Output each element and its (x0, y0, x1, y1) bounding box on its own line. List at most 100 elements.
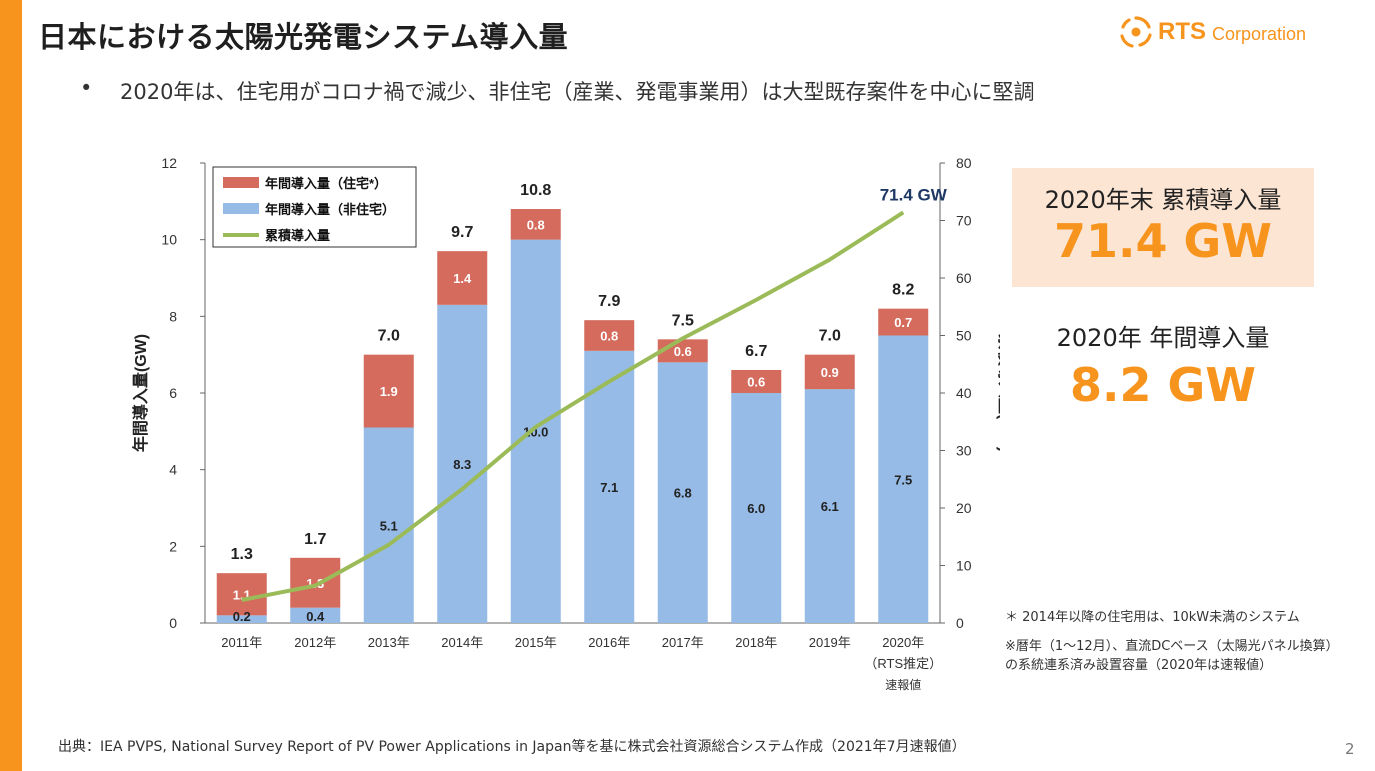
label-non-residential: 6.8 (674, 486, 692, 501)
logo-rts-text: RTS (1158, 18, 1206, 45)
legend-label: 年間導入量（非住宅） (265, 202, 395, 217)
label-total: 1.7 (304, 531, 326, 548)
bar-residential (804, 354, 855, 390)
label-residential: 0.7 (894, 315, 912, 330)
y-tick-label: 0 (169, 615, 177, 631)
y2-tick-label: 0 (956, 615, 964, 631)
x-tick-sublabel: （RTS推定） (864, 656, 942, 671)
page-number: 2 (1345, 740, 1355, 758)
company-logo: RTS Corporation (1118, 14, 1306, 50)
label-total: 7.5 (672, 312, 694, 329)
cumulative-callout-value: 71.4 GW (1053, 214, 1272, 268)
annual-callout-value: 8.2 GW (1070, 358, 1256, 412)
bar-non-residential (584, 350, 635, 623)
bar-non-residential (290, 607, 341, 623)
bar-non-residential (216, 615, 267, 623)
cumulative-line (241, 210, 905, 602)
rts-logo-icon (1120, 16, 1152, 48)
label-residential: 1.4 (453, 271, 472, 286)
y2-tick-label: 40 (956, 385, 972, 401)
label-total: 7.0 (819, 328, 841, 345)
bar-residential (363, 354, 414, 428)
label-residential: 0.6 (674, 344, 692, 359)
label-residential: 0.8 (600, 329, 618, 344)
label-non-residential: 0.4 (306, 609, 325, 624)
x-tick-label: 2012年 (294, 635, 336, 650)
page-title: 日本における太陽光発電システム導入量 (38, 20, 569, 54)
x-tick-label: 2017年 (662, 635, 704, 650)
label-residential: 0.9 (821, 365, 839, 380)
y2-tick-label: 60 (956, 270, 972, 286)
bar-non-residential (657, 362, 708, 623)
bar-residential (216, 573, 267, 616)
y-tick-label: 6 (169, 385, 177, 401)
label-total: 7.9 (598, 293, 620, 310)
label-non-residential: 6.0 (747, 501, 765, 516)
label-residential: 0.8 (527, 217, 545, 232)
label-total: 10.8 (520, 182, 551, 199)
installation-chart: 0 2 4 6 8 10 12 0 10 20 30 40 50 60 70 80 年間導入量(GW) 累積導入量… (131, 155, 1000, 692)
bullet-marker: • (80, 76, 93, 100)
label-non-residential: 5.1 (380, 518, 398, 533)
accent-side-bar (0, 0, 22, 771)
label-residential: 1.9 (380, 384, 398, 399)
label-non-residential: 0.2 (233, 609, 251, 624)
x-tick-label: 2011年 (221, 635, 262, 650)
x-tick-label: 2016年 (588, 635, 630, 650)
label-non-residential: 7.5 (894, 472, 912, 487)
note-residential: ＊ 2014年以降の住宅用は、10kW未満のシステム (1005, 610, 1300, 625)
y-tick-label: 8 (169, 308, 177, 324)
y2-tick-label: 10 (956, 558, 972, 574)
y2-tick-label: 70 (956, 213, 972, 229)
y2-tick-label: 80 (956, 155, 972, 171)
y2-tick-label: 50 (956, 328, 972, 344)
y-tick-label: 4 (169, 462, 177, 478)
bar-residential (437, 251, 488, 305)
x-tick-label: 2014年 (441, 635, 483, 650)
bar-non-residential (437, 304, 488, 623)
y-tick-label: 12 (161, 155, 177, 171)
label-total: 8.2 (892, 282, 914, 299)
cumulative-callout: 2020年末 累積導入量 71.4 GW (1012, 168, 1314, 287)
y-axis-title: 年間導入量(GW) (131, 334, 150, 452)
cumulative-callout-label: 2020年末 累積導入量 (1044, 186, 1282, 214)
bar-non-residential (878, 335, 929, 623)
bar-residential (731, 370, 782, 393)
label-total: 6.7 (745, 343, 767, 360)
label-total: 7.0 (378, 328, 400, 345)
annual-callout-label: 2020年 年間導入量 (1056, 324, 1270, 352)
logo-corporation-text: Corporation (1212, 24, 1307, 44)
bar-residential (510, 209, 561, 240)
bar-residential (584, 320, 635, 351)
legend-swatch (223, 203, 259, 214)
y2-tick-label: 20 (956, 500, 972, 516)
x-tick-label: 2020年 (882, 635, 924, 650)
label-non-residential: 10.0 (523, 424, 548, 439)
x-tick-label: 2019年 (809, 635, 851, 650)
label-non-residential: 6.1 (821, 499, 839, 514)
bar-non-residential (363, 427, 414, 623)
x-tick-label: 2013年 (368, 635, 410, 650)
note-basis: ※暦年（1～12月）、直流DCベース（太陽光パネル換算）の系統連系済み設置容量（… (1005, 639, 1339, 673)
bar-non-residential (804, 389, 855, 623)
summary-bullet: • 2020年は、住宅用がコロナ禍で減少、非住宅（産業、発電事業用）は大型既存案… (80, 76, 1034, 106)
label-residential: 0.6 (747, 375, 765, 390)
x-tick-label: 2015年 (515, 635, 557, 650)
legend-swatch (223, 177, 259, 188)
summary-text: 2020年は、住宅用がコロナ禍で減少、非住宅（産業、発電事業用）は大型既存案件を… (120, 80, 1035, 104)
y-tick-label: 2 (169, 538, 177, 554)
bar-non-residential (510, 239, 561, 623)
legend-label: 年間導入量（住宅*） (265, 176, 387, 191)
bar-residential (878, 308, 929, 336)
bar-residential (290, 557, 341, 608)
y-tick-label: 10 (161, 232, 177, 248)
cumulative-end-label: 71.4 GW (880, 185, 948, 204)
label-non-residential: 7.1 (600, 480, 618, 495)
y2-axis-title: 累積導入量(GW) (996, 334, 1000, 452)
x-tick-label: 2018年 (735, 635, 777, 650)
source-citation: 出典：IEA PVPS, National Survey Report of P… (58, 739, 966, 755)
label-non-residential: 8.3 (453, 457, 471, 472)
legend-label: 累積導入量 (265, 228, 330, 243)
x-tick-sublabel: 速報値 (885, 677, 921, 692)
label-total: 9.7 (451, 224, 473, 241)
